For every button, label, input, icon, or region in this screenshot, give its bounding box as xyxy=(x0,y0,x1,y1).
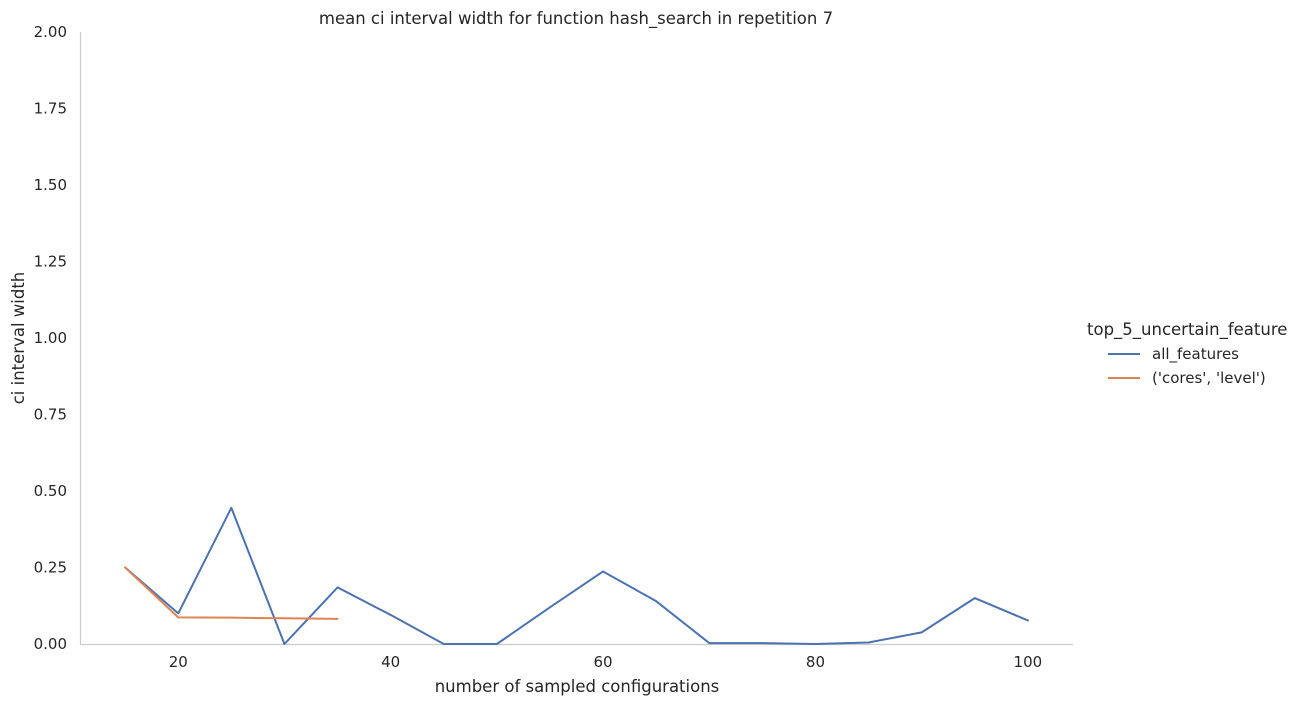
x-tick-label: 40 xyxy=(381,653,400,671)
y-tick-label: 1.25 xyxy=(34,253,67,271)
legend: top_5_uncertain_feature all_features ('co… xyxy=(1087,320,1287,387)
x-axis-title: number of sampled configurations xyxy=(435,677,720,696)
legend-label-1: ('cores', 'level') xyxy=(1152,369,1266,387)
y-axis-title: ci interval width xyxy=(9,272,28,405)
chart-title: mean ci interval width for function hash… xyxy=(319,9,833,29)
y-tick-label: 0.00 xyxy=(34,635,67,653)
legend-items: all_features ('cores', 'level') xyxy=(1108,345,1266,387)
x-tick-label: 20 xyxy=(169,653,188,671)
x-tick-label: 100 xyxy=(1014,653,1043,671)
series-line-0 xyxy=(124,506,1029,645)
series-line-1 xyxy=(124,566,339,620)
x-tick-label: 80 xyxy=(806,653,825,671)
legend-label-0: all_features xyxy=(1152,345,1239,364)
y-tick-label: 1.50 xyxy=(34,176,67,194)
y-tick-label: 1.75 xyxy=(34,100,67,118)
y-tick-label: 0.75 xyxy=(34,406,67,424)
x-tick-labels: 20 40 60 80 100 xyxy=(169,653,1042,671)
y-tick-labels: 0.00 0.25 0.50 0.75 1.00 1.25 1.50 1.75 2.00 xyxy=(34,23,67,653)
y-tick-label: 1.00 xyxy=(34,329,67,347)
legend-title: top_5_uncertain_feature xyxy=(1087,320,1287,340)
y-tick-label: 0.50 xyxy=(34,482,67,500)
plot-area: 0.00 0.25 0.50 0.75 1.00 1.25 1.50 1.75 2.00 20 4… xyxy=(34,23,1073,671)
y-tick-label: 2.00 xyxy=(34,23,67,41)
x-tick-label: 60 xyxy=(594,653,613,671)
series-lines xyxy=(124,506,1029,645)
y-tick-label: 0.25 xyxy=(34,559,67,577)
